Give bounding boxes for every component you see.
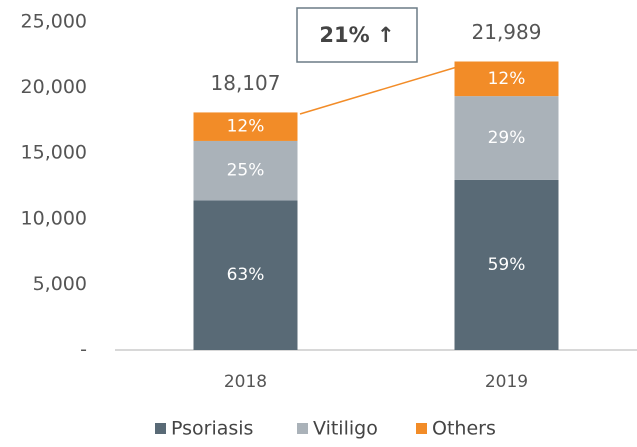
y-tick-label: - <box>80 339 87 361</box>
data-label: 29% <box>488 128 526 148</box>
y-tick-label: 5,000 <box>33 273 87 295</box>
legend-label: Psoriasis <box>171 418 253 440</box>
total-label: 21,989 <box>472 20 542 44</box>
annotation: 21% ↑ <box>319 23 394 47</box>
y-tick-label: 20,000 <box>21 76 87 98</box>
bar-segment <box>193 200 298 350</box>
x-tick-label: 2018 <box>224 372 267 392</box>
bar-segment <box>454 96 559 180</box>
bar-segment <box>454 61 559 97</box>
y-tick-label: 10,000 <box>21 207 87 229</box>
data-label: 12% <box>227 117 265 137</box>
data-label: 25% <box>227 161 265 181</box>
data-label: 59% <box>488 255 526 275</box>
data-label: 63% <box>227 265 265 285</box>
legend-swatch <box>416 423 427 434</box>
total-label: 18,107 <box>211 71 281 95</box>
x-tick-label: 2019 <box>485 372 528 392</box>
y-tick-label: 15,000 <box>21 142 87 164</box>
growth-line <box>299 66 458 115</box>
legend-swatch <box>297 423 308 434</box>
legend-label: Others <box>432 418 496 440</box>
legend-swatch <box>155 423 166 434</box>
data-label: 12% <box>488 69 526 89</box>
bar-segment <box>454 179 559 350</box>
bar-segment <box>193 140 298 201</box>
bar-segment <box>193 112 298 141</box>
legend-label: Vitiligo <box>313 418 378 440</box>
y-tick-label: 25,000 <box>21 11 87 33</box>
annotation-box <box>296 7 418 63</box>
